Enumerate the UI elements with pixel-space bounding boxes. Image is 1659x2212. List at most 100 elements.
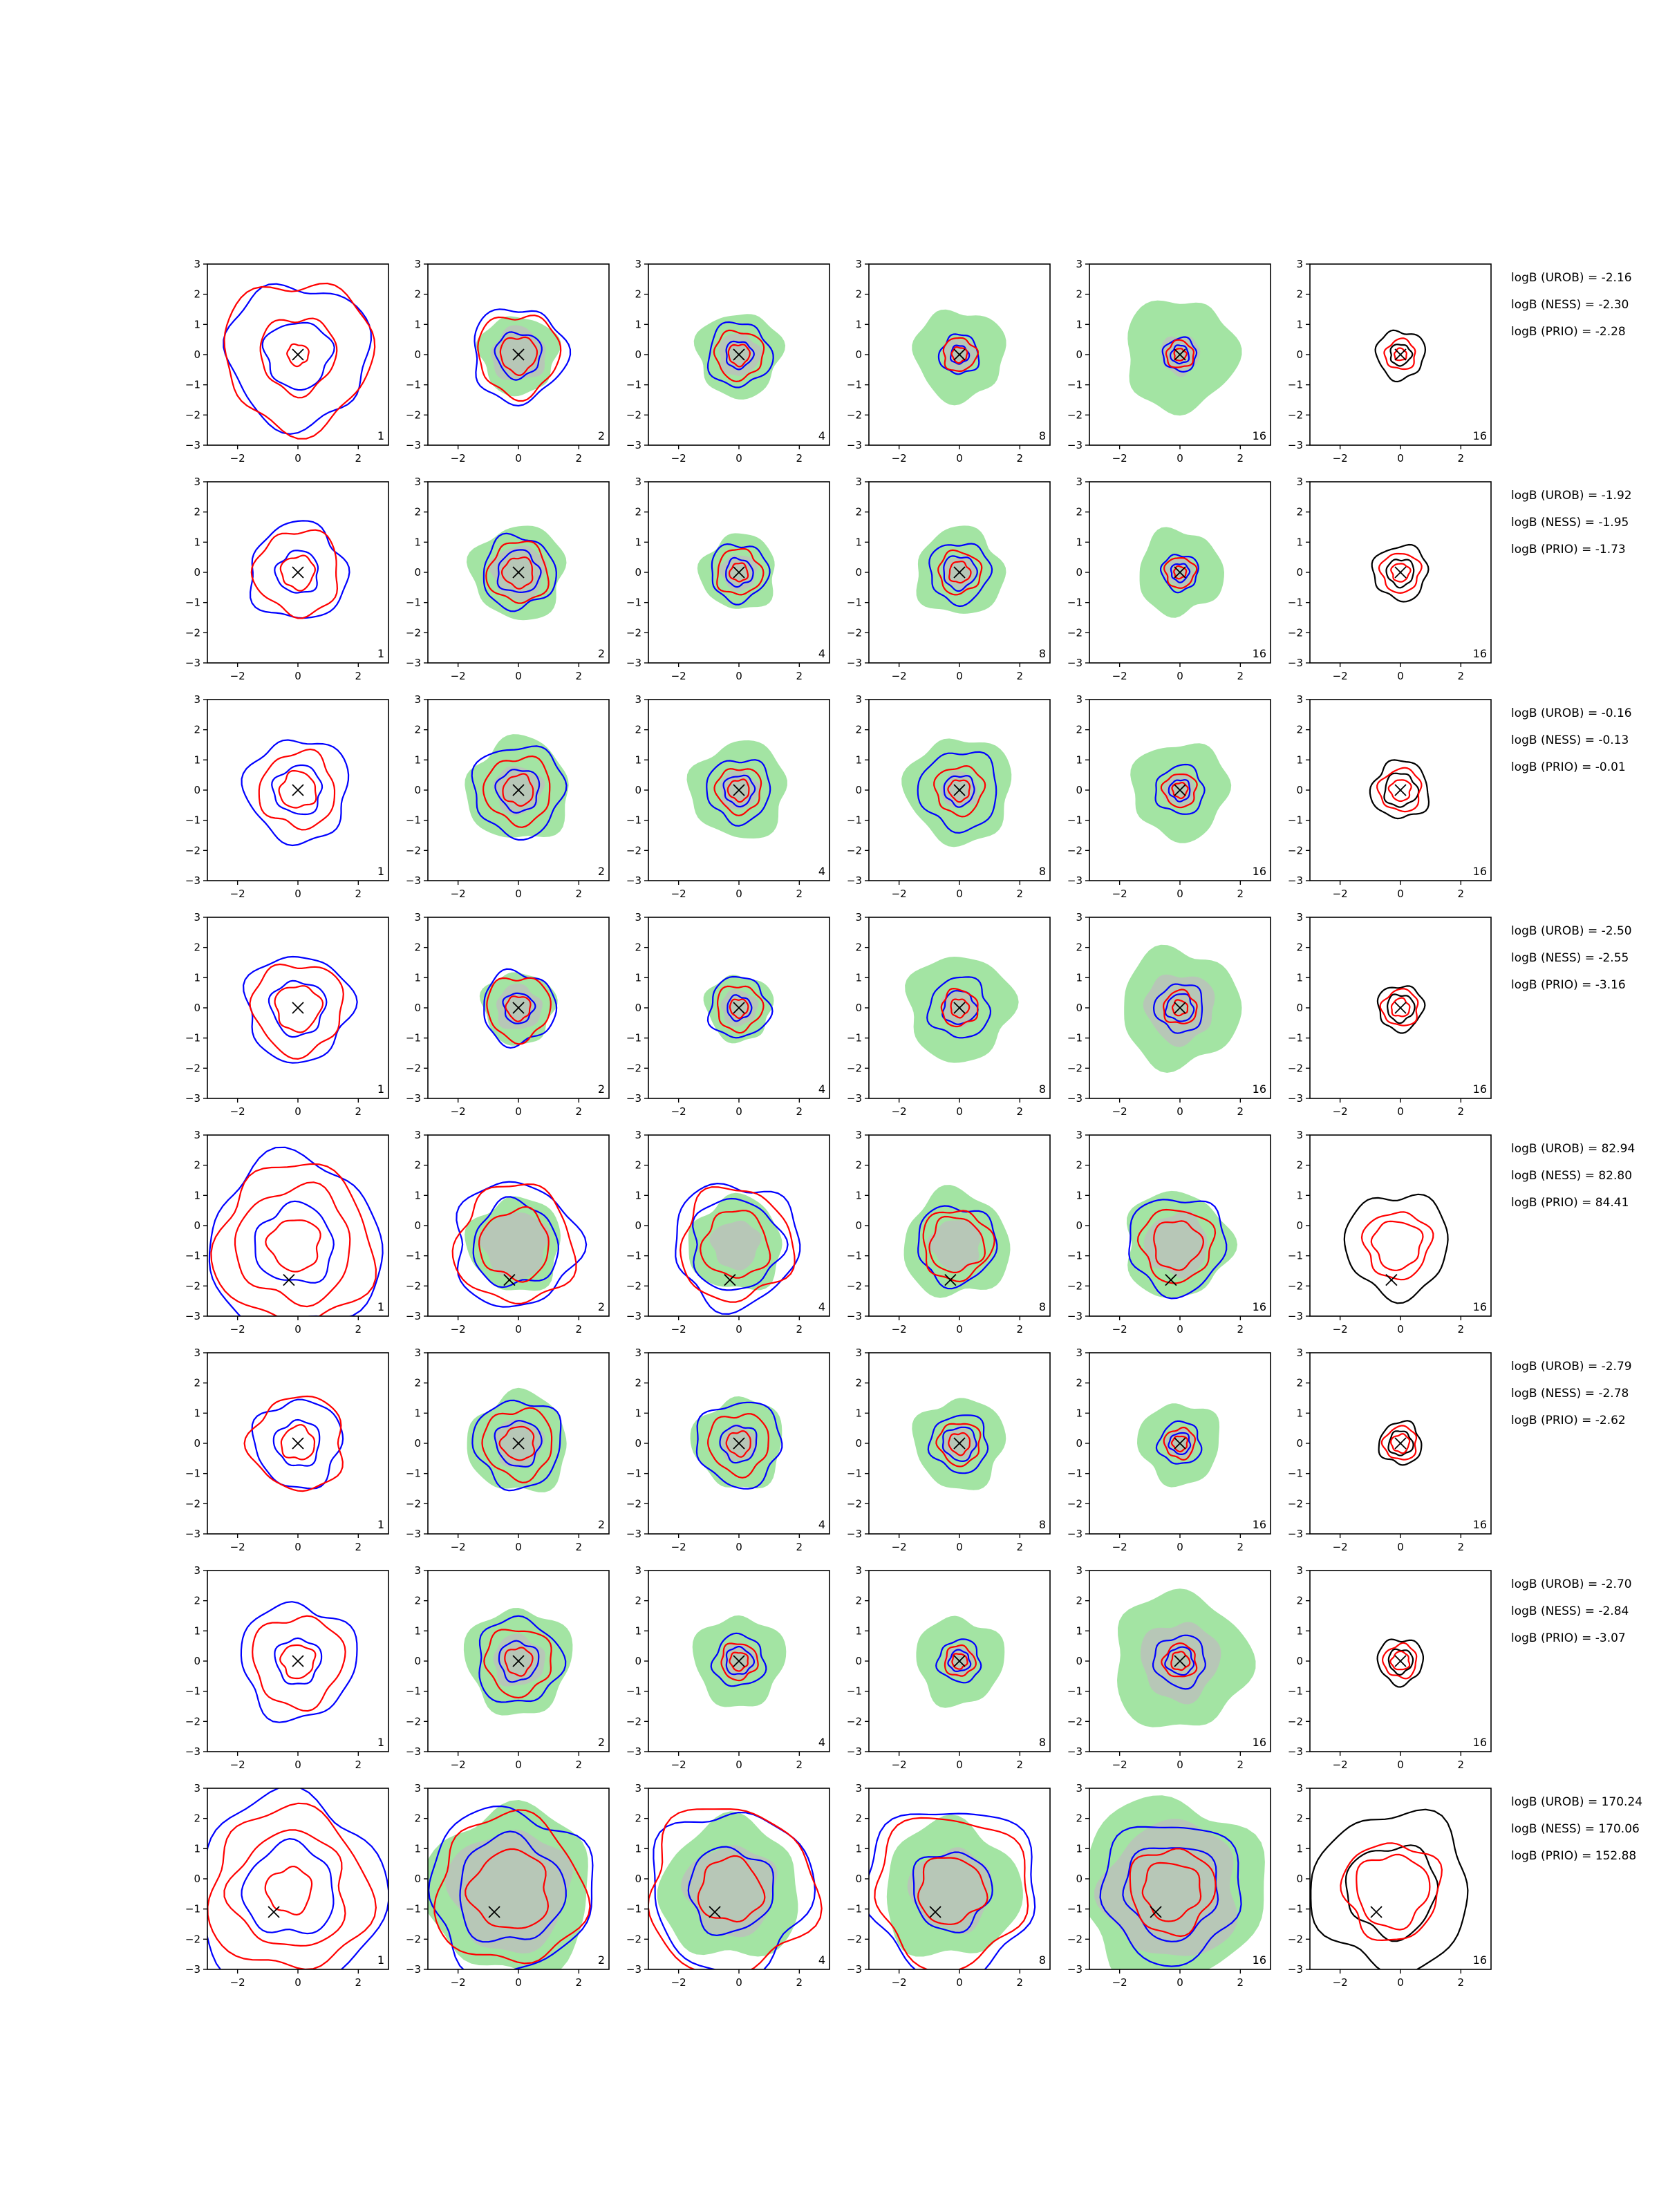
x-tick-label: −2 (892, 888, 907, 900)
panel-r7-c2: 3 2 1 0 −1 −2 −3 −2 0 2 2 (406, 1564, 610, 1771)
logb-value: logB (NESS) = -1.95 (1511, 516, 1629, 529)
y-tick-label: 0 (1076, 348, 1082, 361)
y-tick-label: 3 (194, 693, 200, 706)
y-tick-label: 0 (414, 1873, 421, 1885)
x-tick-label: 2 (1237, 670, 1244, 682)
panel-r4-c6: 3 2 1 0 −1 −2 −3 −2 0 2 16 (1288, 911, 1492, 1118)
logb-value: logB (PRIO) = -0.01 (1511, 760, 1626, 774)
y-tick-label: 3 (414, 1564, 421, 1577)
y-tick-label: −1 (406, 1032, 421, 1044)
plot-area (693, 314, 786, 400)
x-tick-label: −2 (451, 1323, 466, 1335)
y-tick-label: 2 (1076, 1595, 1082, 1607)
blue-contour (240, 1601, 358, 1723)
x-tick-label: 0 (956, 1976, 963, 1989)
logb-annotations: logB (UROB) = -2.16 logB (NESS) = -2.30 lo… (1511, 271, 1642, 1863)
y-tick-label: 3 (855, 693, 862, 706)
panel-label: 16 (1473, 429, 1487, 442)
y-tick-label: −3 (1288, 1745, 1303, 1758)
y-tick-label: 2 (855, 724, 862, 736)
red-contour (1381, 1642, 1418, 1680)
y-tick-label: 0 (1076, 784, 1082, 796)
red-contour (1153, 1220, 1205, 1271)
blue-contour (1155, 1420, 1203, 1465)
black-contour (1387, 1430, 1414, 1456)
logb-value: logB (UROB) = -0.16 (1511, 706, 1632, 720)
panel-r8-c1: 3 2 1 0 −1 −2 −3 −2 0 2 1 (185, 1782, 389, 1989)
y-tick-label: 0 (1076, 566, 1082, 579)
y-tick-label: 2 (1076, 506, 1082, 518)
y-tick-label: 0 (1296, 1655, 1303, 1667)
x-tick-label: 0 (1177, 1541, 1183, 1553)
reference-marker (268, 1906, 280, 1918)
blue-contour (725, 340, 755, 371)
panel-r8-c2: 3 2 1 0 −1 −2 −3 −2 0 2 2 (406, 1782, 610, 1989)
x-tick-label: 0 (956, 1541, 963, 1553)
x-tick-label: 2 (1017, 452, 1024, 465)
x-tick-label: −2 (892, 670, 907, 682)
logb-value: logB (UROB) = -1.92 (1511, 489, 1632, 503)
y-tick-label: 2 (1296, 941, 1303, 954)
y-tick-label: 2 (1076, 288, 1082, 301)
y-tick-label: 0 (194, 566, 200, 579)
y-tick-label: −3 (847, 1092, 862, 1105)
y-tick-label: −1 (185, 597, 200, 609)
y-tick-label: 0 (635, 348, 641, 361)
panel-label: 2 (598, 1300, 605, 1313)
blue-contour (1152, 983, 1203, 1034)
y-tick-label: 1 (635, 1189, 641, 1201)
y-tick-label: −2 (847, 1280, 862, 1292)
y-tick-label: 3 (855, 1129, 862, 1141)
x-tick-label: −2 (671, 1323, 686, 1335)
x-tick-label: 0 (294, 1541, 301, 1553)
y-tick-label: −2 (626, 1280, 641, 1292)
blue-contour (502, 992, 536, 1024)
y-tick-label: 3 (1296, 1564, 1303, 1577)
y-tick-label: −2 (1067, 1280, 1082, 1292)
blue-contour (917, 751, 997, 834)
red-contour (243, 1395, 344, 1492)
y-tick-label: −3 (1067, 439, 1082, 451)
red-contour (1170, 1651, 1191, 1671)
y-tick-label: 3 (1076, 1782, 1082, 1794)
y-tick-label: 2 (1076, 1159, 1082, 1172)
blue-contour (675, 1182, 801, 1315)
y-tick-label: 2 (635, 288, 641, 301)
x-tick-label: 0 (515, 1105, 522, 1118)
logb-value: logB (NESS) = 170.06 (1511, 1822, 1640, 1836)
y-tick-label: 1 (414, 1842, 421, 1855)
x-tick-label: 2 (576, 1105, 583, 1118)
x-tick-label: 2 (1017, 1105, 1024, 1118)
y-tick-label: −1 (1067, 1685, 1082, 1698)
y-tick-label: −1 (626, 379, 641, 391)
y-tick-label: −2 (847, 409, 862, 421)
y-tick-label: 0 (1076, 1002, 1082, 1014)
panel-r3-c5: 3 2 1 0 −1 −2 −3 −2 0 2 16 (1067, 693, 1271, 900)
blue-contour (926, 976, 992, 1039)
red-contour (481, 1407, 553, 1483)
red-contour (1370, 1220, 1424, 1271)
red-contour (1376, 767, 1423, 813)
plot-area (240, 1601, 358, 1723)
reference-marker (724, 1273, 736, 1286)
y-tick-label: −3 (406, 1963, 421, 1976)
y-tick-label: 3 (635, 1347, 641, 1359)
y-tick-label: 3 (414, 693, 421, 706)
y-tick-label: −1 (626, 1250, 641, 1262)
red-contour (1390, 1433, 1411, 1454)
y-tick-label: 0 (194, 1655, 200, 1667)
panel-r7-c4: 3 2 1 0 −1 −2 −3 −2 0 2 8 (847, 1564, 1051, 1771)
y-tick-label: 0 (414, 566, 421, 579)
panel-r3-c3: 3 2 1 0 −1 −2 −3 −2 0 2 4 (626, 693, 830, 900)
panel-label: 2 (598, 1518, 605, 1531)
x-tick-label: −2 (230, 452, 245, 465)
red-contour (279, 554, 317, 592)
panel-r3-c6: 3 2 1 0 −1 −2 −3 −2 0 2 16 (1288, 693, 1492, 900)
red-contour (451, 1183, 577, 1305)
y-tick-label: 2 (194, 506, 200, 518)
y-tick-label: 2 (635, 506, 641, 518)
y-tick-label: 0 (1296, 1002, 1303, 1014)
blue-contour (271, 764, 324, 816)
y-tick-label: −1 (185, 1685, 200, 1698)
red-contour (1393, 347, 1407, 362)
